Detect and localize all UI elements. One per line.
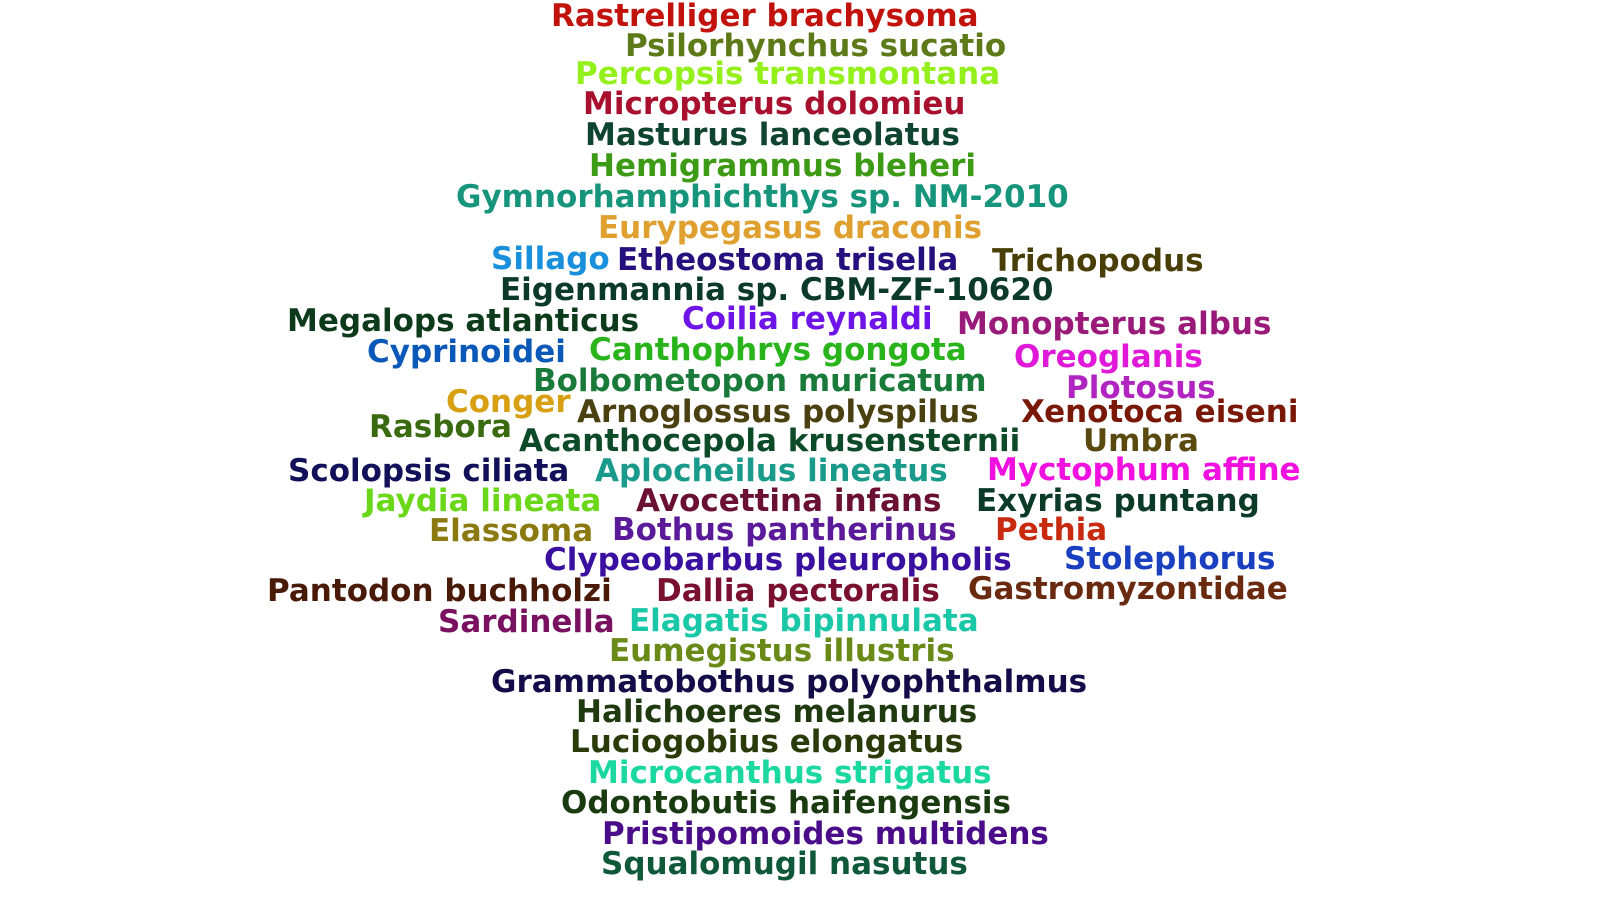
cloud-word: Umbra — [1083, 423, 1199, 459]
cloud-word: Eurypegasus draconis — [598, 210, 983, 246]
cloud-word: Elassoma — [429, 513, 594, 549]
cloud-word: Cyprinoidei — [367, 334, 566, 370]
cloud-word: Exyrias puntang — [976, 483, 1260, 519]
cloud-word: Grammatobothus polyophthalmus — [491, 664, 1088, 700]
cloud-word: Clypeobarbus pleuropholis — [544, 542, 1012, 578]
cloud-word: Squalomugil nasutus — [601, 846, 968, 882]
cloud-word: Elagatis bipinnulata — [629, 603, 979, 639]
cloud-word: Microcanthus strigatus — [588, 755, 992, 791]
cloud-word: Eigenmannia sp. CBM-ZF-10620 — [500, 272, 1054, 308]
cloud-word: Oreoglanis — [1014, 339, 1203, 375]
cloud-word: Jaydia lineata — [364, 483, 602, 519]
cloud-word: Pethia — [995, 512, 1108, 548]
cloud-word: Pristipomoides multidens — [602, 816, 1049, 852]
cloud-word: Aplocheilus lineatus — [595, 453, 948, 489]
cloud-word: Dallia pectoralis — [656, 573, 940, 609]
cloud-word: Luciogobius elongatus — [570, 724, 964, 760]
cloud-word: Stolephorus — [1064, 541, 1276, 577]
cloud-word: Xenotoca eiseni — [1021, 394, 1299, 430]
cloud-word: Rastrelliger brachysoma — [551, 0, 979, 34]
cloud-word: Gastromyzontidae — [968, 571, 1288, 607]
cloud-word: Sillago — [491, 241, 610, 277]
cloud-word: Halichoeres melanurus — [576, 694, 978, 730]
cloud-word: Trichopodus — [992, 243, 1204, 279]
cloud-word: Bothus pantherinus — [612, 512, 957, 548]
cloud-word: Pantodon buchholzi — [267, 573, 612, 609]
cloud-word: Canthophrys gongota — [589, 332, 967, 368]
cloud-word: Arnoglossus polyspilus — [577, 394, 979, 430]
cloud-word: Sardinella — [438, 604, 615, 640]
cloud-word: Plotosus — [1066, 370, 1216, 406]
cloud-word: Hemigrammus bleheri — [589, 148, 977, 184]
cloud-word: Acanthocepola krusensternii — [519, 423, 1021, 459]
cloud-word: Scolopsis ciliata — [288, 453, 570, 489]
cloud-word: Coilia reynaldi — [682, 301, 933, 337]
cloud-word: Avocettina infans — [636, 483, 942, 519]
cloud-word: Percopsis transmontana — [575, 56, 1001, 92]
cloud-word: Eumegistus illustris — [609, 633, 955, 669]
cloud-word: Micropterus dolomieu — [583, 86, 966, 122]
cloud-word: Myctophum affine — [987, 452, 1301, 488]
cloud-word: Masturus lanceolatus — [585, 117, 960, 153]
cloud-word: Rasbora — [369, 409, 512, 445]
cloud-word: Conger — [446, 384, 571, 420]
cloud-word: Odontobutis haifengensis — [561, 785, 1011, 821]
cloud-word: Gymnorhamphichthys sp. NM-2010 — [456, 179, 1069, 215]
cloud-word: Bolbometopon muricatum — [533, 363, 987, 399]
cloud-word: Etheostoma trisella — [617, 242, 959, 278]
cloud-word: Psilorhynchus sucatio — [625, 28, 1007, 64]
cloud-word: Megalops atlanticus — [287, 303, 640, 339]
cloud-word: Monopterus albus — [957, 306, 1272, 342]
